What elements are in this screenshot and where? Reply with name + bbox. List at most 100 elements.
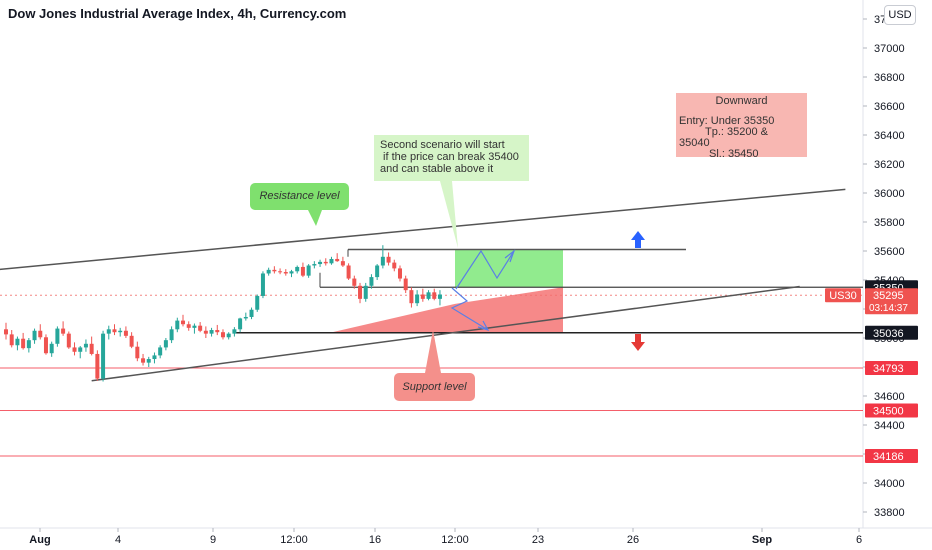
x-tick-label: 12:00: [441, 534, 469, 546]
second-scenario-pointer: [440, 181, 458, 248]
candle-body: [272, 269, 277, 272]
x-tick-label: 16: [369, 534, 381, 546]
x-tick-label: Aug: [29, 534, 50, 546]
downward-entry: Entry: Under 35350: [679, 115, 775, 127]
candle-body: [220, 332, 225, 338]
candle-body: [66, 333, 71, 348]
bullish-projection: [455, 249, 515, 290]
candle-body: [186, 324, 191, 328]
candle-body: [369, 277, 374, 286]
symbol-tag-text: US30: [829, 290, 857, 302]
candle-body: [209, 330, 214, 334]
price-label-bg: [865, 403, 918, 418]
y-tick-label: 36400: [874, 130, 905, 142]
candle-body: [49, 343, 54, 354]
y-tick-label: 35800: [874, 217, 905, 229]
bearish-arrowhead: [477, 320, 490, 331]
chart-title: Dow Jones Industrial Average Index, 4h, …: [8, 6, 347, 21]
x-tick-label: Sep: [752, 534, 772, 546]
candle-body: [352, 278, 357, 286]
candle-body: [72, 347, 77, 352]
candle-body: [152, 355, 157, 360]
support-trendline: [91, 285, 800, 382]
candle-body: [318, 261, 323, 265]
candle-body: [61, 328, 66, 334]
candle-body: [426, 292, 431, 299]
y-tick-label: 34000: [874, 478, 905, 490]
candle-body: [83, 343, 88, 348]
candle-body: [415, 294, 420, 304]
candle-body: [55, 328, 60, 344]
green-scenario-zone: [455, 249, 563, 288]
y-tick-label: 36000: [874, 188, 905, 200]
candle-body: [335, 258, 340, 262]
candle-body: [141, 358, 146, 363]
candle-body: [289, 271, 294, 274]
candle-body: [420, 294, 425, 299]
x-tick-label: 6: [856, 534, 862, 546]
resistance-trendline: [0, 188, 846, 271]
x-tick-label: 26: [627, 534, 639, 546]
candle-body: [323, 261, 328, 264]
candle-body: [295, 266, 300, 272]
downward-tp: Tp.: 35200 &: [705, 126, 768, 138]
candle-body: [169, 329, 174, 341]
y-tick-label: 36600: [874, 101, 905, 113]
symbol-tag-bg: [825, 288, 861, 303]
price-label-bg: [865, 361, 918, 376]
red-target-zone: [330, 287, 563, 333]
candle-body: [363, 285, 368, 299]
price-label-text: 34500: [873, 406, 904, 418]
y-tick-label: 34400: [874, 420, 905, 432]
price-label-text: 34793: [873, 363, 904, 375]
candle-body: [232, 329, 237, 334]
x-tick-label: 23: [532, 534, 544, 546]
price-label-text: 34186: [873, 451, 904, 463]
candle-body: [123, 330, 128, 336]
candle-body: [243, 316, 248, 319]
candle-body: [346, 265, 351, 279]
candle-body: [129, 335, 134, 347]
x-tick-label: 12:00: [280, 534, 308, 546]
candle-body: [386, 256, 391, 263]
bullish-arrowhead: [504, 249, 516, 263]
candle-body: [135, 346, 140, 359]
candle-body: [21, 338, 26, 349]
x-tick-label: 9: [210, 534, 216, 546]
candle-body: [181, 320, 186, 325]
candle-body: [403, 278, 408, 291]
candle-body: [163, 340, 168, 348]
candle-body: [158, 347, 163, 356]
price-label-bg: [865, 449, 918, 464]
candle-body: [249, 309, 254, 317]
candle-body: [255, 295, 260, 310]
downward-tp2: 35040: [679, 137, 710, 149]
x-tick-label: 4: [115, 534, 121, 546]
downward-head: Downward: [715, 95, 768, 107]
candle-body: [32, 330, 37, 341]
resistance-label: Resistance level: [250, 183, 349, 210]
up-arrow-icon: [631, 231, 645, 248]
candle-body: [118, 330, 123, 333]
candle-body: [192, 325, 197, 328]
price-label-text: 35036: [873, 328, 904, 340]
resistance-pointer: [308, 210, 322, 226]
candle-body: [15, 338, 20, 346]
countdown-text: 03:14:37: [869, 303, 908, 314]
y-tick-label: 34600: [874, 391, 905, 403]
candle-body: [112, 329, 117, 333]
candle-body: [283, 272, 288, 274]
current-price-text: 35295: [873, 290, 904, 302]
candle-body: [329, 258, 334, 264]
downward-sl: Sl.: 35450: [709, 148, 759, 160]
candle-body: [397, 268, 402, 279]
y-tick-label: 33800: [874, 507, 905, 519]
currency-button[interactable]: USD: [884, 5, 916, 25]
y-tick-label: 36200: [874, 159, 905, 171]
y-tick-label: 37000: [874, 43, 905, 55]
downward-callout: Downward Entry: Under 35350 Tp.: 35200 &…: [676, 93, 807, 160]
candle-body: [4, 329, 8, 335]
candle-body: [238, 318, 243, 330]
candle-body: [43, 337, 48, 354]
current-price-bg: [865, 288, 918, 315]
